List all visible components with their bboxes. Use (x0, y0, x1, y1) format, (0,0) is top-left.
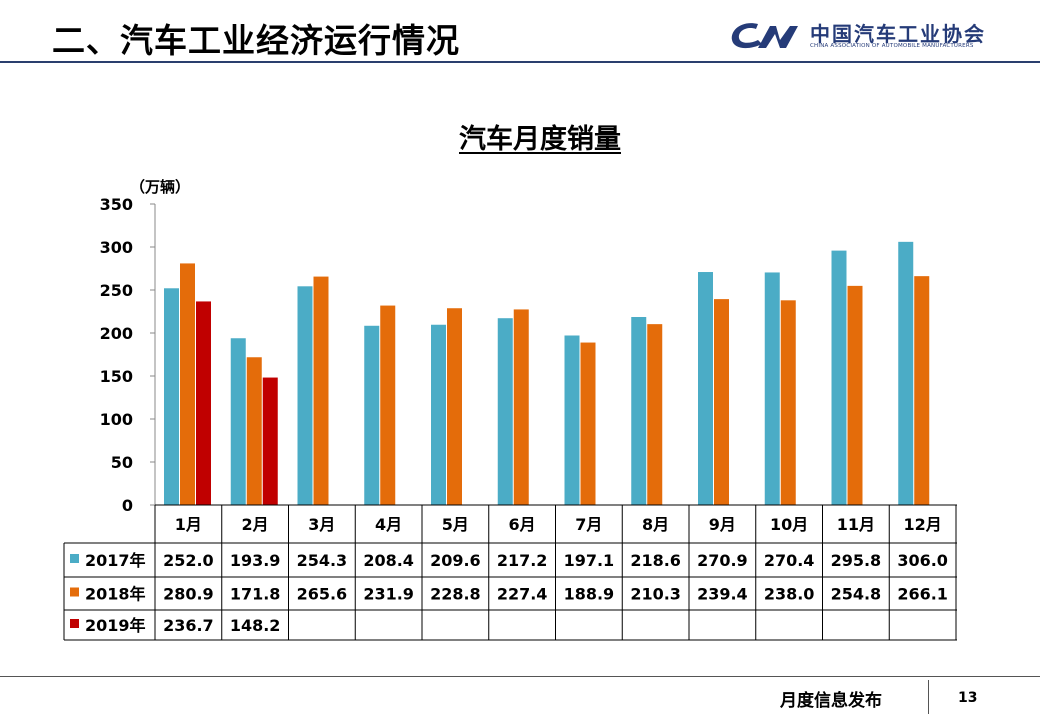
bar-2017年-6月 (497, 318, 513, 505)
bar-2018年-7月 (580, 342, 596, 505)
data-label: 148.2 (230, 616, 281, 635)
data-label: 209.6 (430, 551, 481, 570)
data-label: 280.9 (163, 585, 214, 604)
data-label: 188.9 (564, 585, 615, 604)
data-label: 231.9 (363, 585, 414, 604)
x-tick-label: 8月 (642, 515, 669, 534)
bar-2017年-7月 (564, 335, 580, 505)
footer-rule (0, 676, 1040, 677)
y-tick-label: 0 (122, 496, 133, 515)
caam-logo: 中国汽车工业协会 CHINA ASSOCIATION OF AUTOMOBILE… (728, 18, 998, 54)
slide-title: 二、汽车工业经济运行情况 (52, 21, 460, 60)
bar-2018年-9月 (714, 299, 729, 505)
x-tick-label: 3月 (308, 515, 335, 534)
x-tick-label: 9月 (709, 515, 736, 534)
y-tick-label: 200 (100, 324, 133, 343)
x-tick-label: 4月 (375, 515, 402, 534)
bar-2018年-6月 (513, 309, 529, 505)
data-label: 306.0 (897, 551, 948, 570)
bar-2018年-5月 (447, 308, 462, 505)
data-label: 270.9 (697, 551, 748, 570)
x-tick-label: 1月 (175, 515, 202, 534)
legend-swatch-2019年 (70, 619, 79, 628)
data-label: 210.3 (630, 585, 681, 604)
bar-2017年-2月 (230, 338, 246, 505)
caam-logo-icon (731, 23, 798, 49)
bar-2019年-2月 (262, 377, 278, 505)
x-tick-label: 7月 (575, 515, 602, 534)
data-label: 208.4 (363, 551, 414, 570)
bar-2017年-5月 (431, 324, 446, 505)
page-number: 13 (958, 690, 978, 706)
data-label: 266.1 (897, 585, 948, 604)
bar-2019年-1月 (196, 301, 211, 505)
footer-divider (928, 680, 929, 714)
bar-2018年-1月 (180, 263, 195, 505)
bar-2017年-11月 (831, 250, 847, 505)
x-tick-label: 5月 (442, 515, 469, 534)
data-label: 252.0 (163, 551, 214, 570)
data-label: 228.8 (430, 585, 481, 604)
bar-2017年-12月 (898, 241, 914, 505)
bar-2018年-4月 (380, 305, 396, 505)
bar-2018年-10月 (780, 300, 796, 505)
data-label: 193.9 (230, 551, 281, 570)
bar-2017年-9月 (698, 272, 713, 505)
data-label: 218.6 (630, 551, 681, 570)
y-tick-label: 150 (100, 367, 133, 386)
bar-2017年-10月 (764, 272, 780, 505)
x-tick-label: 6月 (509, 515, 536, 534)
chart-title: 汽车月度销量 (459, 124, 621, 155)
data-label: 227.4 (497, 585, 548, 604)
data-label: 265.6 (297, 585, 348, 604)
data-label: 270.4 (764, 551, 815, 570)
bar-2018年-3月 (313, 276, 329, 505)
x-tick-label: 12月 (903, 515, 941, 534)
bar-2017年-4月 (364, 325, 380, 505)
y-tick-label: 250 (100, 281, 133, 300)
data-label: 295.8 (831, 551, 882, 570)
x-tick-label: 10月 (770, 515, 808, 534)
y-tick-label: 100 (100, 410, 133, 429)
data-label: 254.8 (831, 585, 882, 604)
data-label: 239.4 (697, 585, 748, 604)
legend-swatch-2018年 (70, 587, 79, 597)
x-tick-label: 2月 (242, 515, 269, 534)
data-label: 236.7 (163, 616, 214, 635)
data-label: 171.8 (230, 585, 281, 604)
y-tick-label: 50 (111, 453, 133, 472)
data-label: 238.0 (764, 585, 815, 604)
y-axis-unit-label: （万辆） (130, 178, 191, 196)
y-tick-label: 350 (100, 195, 133, 214)
legend-label: 2019年 (85, 616, 146, 635)
bar-2018年-12月 (914, 276, 930, 505)
legend-label: 2017年 (85, 551, 146, 570)
x-tick-label: 11月 (837, 515, 875, 534)
bar-2017年-3月 (297, 286, 313, 505)
data-label: 254.3 (297, 551, 348, 570)
legend-swatch-2017年 (70, 554, 79, 563)
data-label: 197.1 (564, 551, 615, 570)
data-label: 217.2 (497, 551, 548, 570)
bar-2018年-11月 (847, 285, 863, 505)
bar-2017年-8月 (631, 317, 647, 505)
bar-2018年-2月 (246, 357, 262, 505)
bar-2018年-8月 (647, 324, 663, 505)
y-tick-label: 300 (100, 238, 133, 257)
legend-label: 2018年 (85, 585, 146, 604)
logo-english-name: CHINA ASSOCIATION OF AUTOMOBILE MANUFACT… (810, 43, 974, 49)
title-rule (0, 61, 1040, 63)
footer-label: 月度信息发布 (780, 691, 882, 711)
logo-chinese-name: 中国汽车工业协会 (810, 22, 986, 46)
bar-2017年-1月 (164, 288, 179, 505)
